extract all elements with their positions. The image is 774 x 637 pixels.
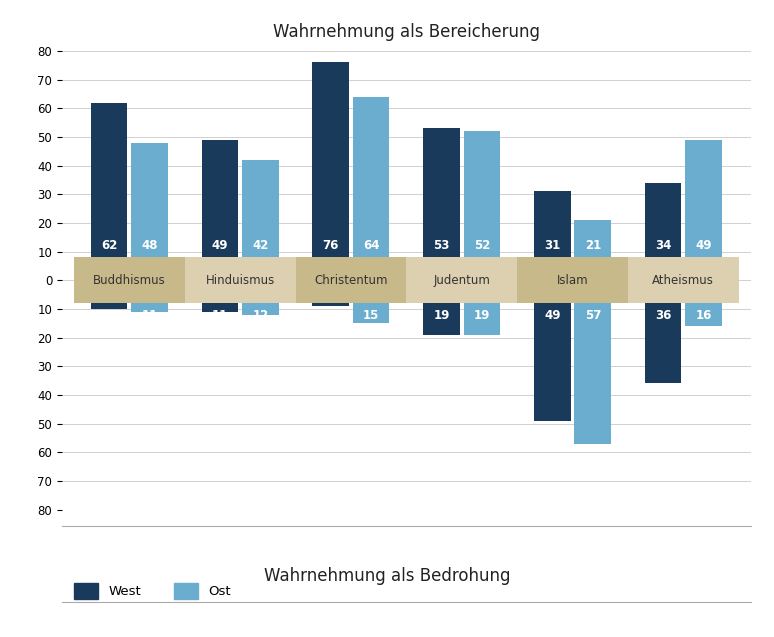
Bar [132, 143, 168, 280]
Text: 52: 52 [474, 239, 490, 252]
Bar [74, 257, 185, 303]
Text: 12: 12 [252, 309, 269, 322]
Bar [242, 160, 279, 280]
Text: Wahrnehmung als Bedrohung: Wahrnehmung als Bedrohung [264, 568, 510, 585]
Bar [132, 280, 168, 311]
Bar [534, 191, 570, 280]
Bar [185, 257, 296, 303]
Text: 48: 48 [142, 239, 158, 252]
Text: 31: 31 [544, 239, 560, 252]
Bar [645, 183, 681, 280]
Text: 57: 57 [584, 309, 601, 322]
Bar [353, 280, 389, 323]
Text: 16: 16 [695, 309, 712, 322]
Text: 42: 42 [252, 239, 269, 252]
Bar [645, 280, 681, 383]
Text: 9: 9 [327, 309, 335, 322]
Legend: West, Ost: West, Ost [69, 578, 236, 604]
Bar [201, 140, 238, 280]
Bar [517, 257, 628, 303]
Title: Wahrnehmung als Bereicherung: Wahrnehmung als Bereicherung [273, 23, 539, 41]
Text: Atheismus: Atheismus [652, 274, 714, 287]
Text: 10: 10 [101, 309, 117, 322]
Text: 19: 19 [433, 309, 450, 322]
Bar [628, 257, 738, 303]
Text: 76: 76 [323, 239, 339, 252]
Bar [574, 280, 611, 443]
Text: 15: 15 [363, 309, 379, 322]
Text: 21: 21 [584, 239, 601, 252]
Bar [296, 257, 406, 303]
Bar [534, 280, 570, 420]
Bar [406, 257, 517, 303]
Text: Islam: Islam [557, 274, 588, 287]
Text: Judentum: Judentum [433, 274, 490, 287]
Text: 11: 11 [142, 309, 158, 322]
Bar [353, 97, 389, 280]
Bar [313, 280, 349, 306]
Bar [423, 128, 460, 280]
Text: Hinduismus: Hinduismus [206, 274, 275, 287]
Text: 36: 36 [655, 309, 671, 322]
Text: 49: 49 [695, 239, 712, 252]
Text: 19: 19 [474, 309, 490, 322]
Bar [313, 62, 349, 280]
Bar [464, 131, 500, 280]
Bar [574, 220, 611, 280]
Bar [464, 280, 500, 334]
Text: 34: 34 [655, 239, 671, 252]
Text: Buddhismus: Buddhismus [93, 274, 166, 287]
Bar [423, 280, 460, 334]
Bar [685, 280, 722, 326]
Bar [91, 280, 128, 309]
Text: 49: 49 [211, 239, 228, 252]
Text: 64: 64 [363, 239, 379, 252]
Text: 62: 62 [101, 239, 118, 252]
Bar [242, 280, 279, 315]
Text: 53: 53 [433, 239, 450, 252]
Text: 49: 49 [544, 309, 560, 322]
Bar [91, 103, 128, 280]
Bar [685, 140, 722, 280]
Bar [201, 280, 238, 311]
Text: Christentum: Christentum [314, 274, 388, 287]
Text: 11: 11 [212, 309, 228, 322]
